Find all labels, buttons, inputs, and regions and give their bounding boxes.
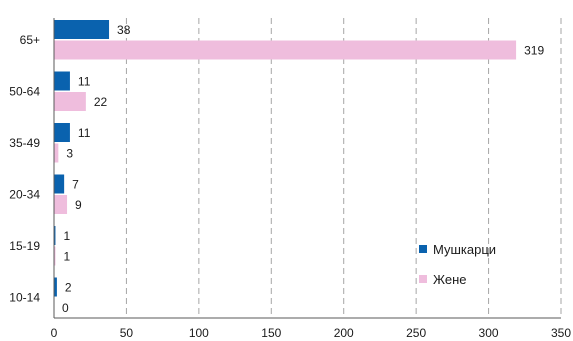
x-tick-label: 0 bbox=[51, 326, 58, 340]
grid-lines bbox=[125, 18, 562, 318]
bar-men bbox=[54, 174, 65, 194]
bar-women bbox=[54, 143, 59, 163]
category-label: 20-34 bbox=[9, 188, 40, 202]
bar-men bbox=[54, 277, 57, 297]
x-tick-label: 150 bbox=[261, 326, 281, 340]
bar-value-label: 7 bbox=[72, 178, 79, 192]
category-label: 50-64 bbox=[9, 85, 40, 99]
x-tick-label: 200 bbox=[334, 326, 354, 340]
legend: Мушкарци Жене bbox=[419, 242, 496, 287]
x-tick-label: 50 bbox=[120, 326, 134, 340]
legend-swatch-men bbox=[419, 245, 427, 253]
x-axis-ticks: 0 50 100 150 200 250 300 350 bbox=[51, 326, 572, 340]
x-tick-label: 300 bbox=[479, 326, 499, 340]
bar-value-label: 0 bbox=[62, 301, 69, 315]
bar-men bbox=[54, 20, 110, 39]
bar-men bbox=[54, 226, 56, 245]
bar-value-label: 319 bbox=[524, 44, 544, 58]
category-label: 15-19 bbox=[9, 239, 40, 253]
legend-swatch-women bbox=[419, 275, 427, 283]
category-labels: 65+ 50-64 35-49 20-34 15-19 10-14 bbox=[9, 33, 40, 305]
bar-value-label: 1 bbox=[63, 250, 70, 264]
bar-value-label: 11 bbox=[78, 126, 91, 140]
category-label: 10-14 bbox=[9, 291, 40, 305]
bar-men bbox=[54, 71, 70, 91]
x-tick-label: 100 bbox=[189, 326, 209, 340]
legend-label-women: Жене bbox=[433, 272, 466, 287]
bar-value-label: 3 bbox=[66, 147, 73, 161]
bar-women bbox=[54, 246, 56, 266]
bar-value-label: 2 bbox=[65, 281, 72, 295]
category-label: 65+ bbox=[20, 33, 40, 47]
bar-women bbox=[54, 40, 517, 60]
bar-value-label: 11 bbox=[78, 75, 91, 89]
category-label: 35-49 bbox=[9, 136, 40, 150]
bar-women bbox=[54, 92, 86, 111]
bar-men bbox=[54, 123, 70, 142]
bar-value-label: 9 bbox=[75, 198, 82, 212]
bars bbox=[54, 20, 517, 297]
bar-value-label: 38 bbox=[117, 23, 131, 37]
x-tick-label: 250 bbox=[406, 326, 426, 340]
bar-value-label: 22 bbox=[94, 95, 108, 109]
x-tick-label: 350 bbox=[551, 326, 571, 340]
legend-label-men: Мушкарци bbox=[433, 242, 496, 257]
bar-women bbox=[54, 195, 68, 214]
bar-value-label: 1 bbox=[63, 229, 70, 243]
